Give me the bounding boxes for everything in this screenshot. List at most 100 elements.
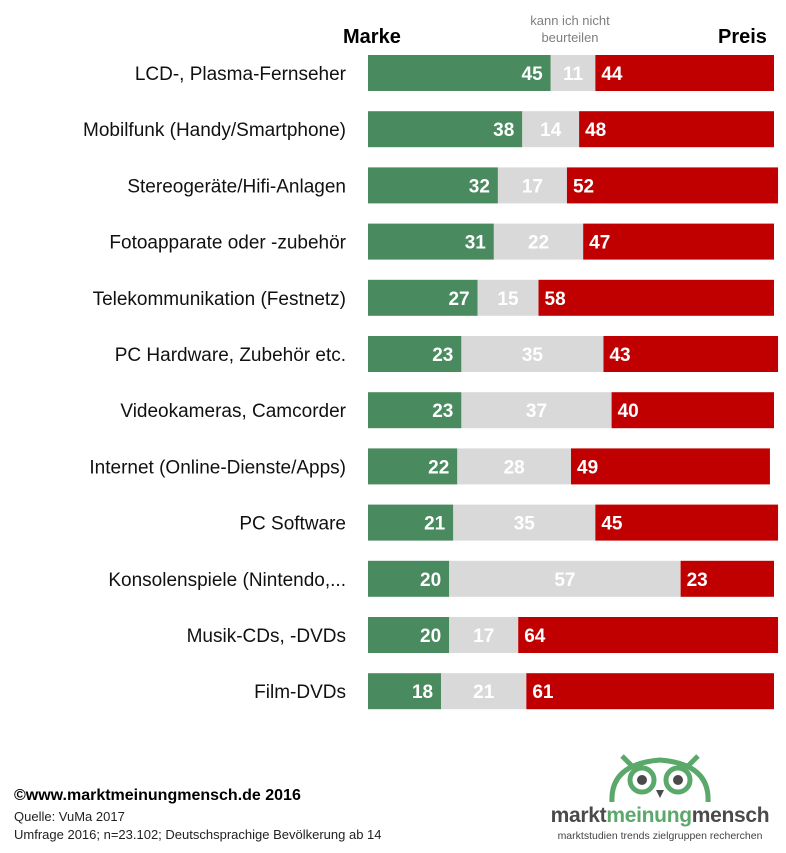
data-label-marke: 23 (432, 401, 453, 422)
stacked-bar-chart: LCD-, Plasma-Fernseher 45 11 44 Mobilfunk (H… (83, 55, 779, 710)
bar-segment-unsure (449, 560, 681, 597)
category-label: Mobilfunk (Handy/Smartphone) (83, 120, 346, 141)
bar-segment-preis (579, 111, 774, 148)
data-label-preis: 47 (589, 233, 610, 254)
header-middle-line2: beurteilen (541, 30, 599, 45)
bar-segment-unsure (477, 279, 539, 316)
bar-segment-preis (680, 560, 774, 597)
header-middle-line1: kann ich nicht (530, 13, 610, 28)
data-label-preis: 45 (601, 514, 623, 535)
data-label-preis: 52 (573, 176, 594, 197)
bar-segment-marke (368, 55, 551, 91)
bar-segment-preis (518, 617, 779, 653)
logo: marktmeinungmensch marktstudien trends z… (540, 752, 780, 848)
bar-segment-marke (368, 560, 450, 597)
logo-tagline: marktstudien trends zielgruppen recherch… (557, 830, 763, 842)
footer-copyright: ©www.marktmeinungmensch.de 2016 (14, 787, 301, 804)
footer-source: Quelle: VuMa 2017 (14, 809, 125, 824)
data-label-unsure: 35 (522, 345, 544, 366)
bar-segment-preis (603, 336, 779, 372)
bar-segment-preis (571, 448, 770, 485)
bar-segment-marke (368, 279, 478, 316)
category-label: Musik-CDs, -DVDs (187, 626, 346, 647)
bar-segment-marke (368, 448, 458, 485)
data-label-marke: 20 (420, 626, 441, 647)
bar-segment-unsure (497, 167, 567, 204)
category-label: Konsolenspiele (Nintendo,... (108, 570, 346, 591)
category-label: LCD-, Plasma-Fernseher (135, 64, 347, 85)
bar-segment-unsure (550, 55, 596, 91)
bar-segment-preis (595, 504, 779, 541)
category-label: Film-DVDs (254, 682, 346, 703)
data-label-preis: 40 (618, 401, 639, 422)
data-label-preis: 64 (524, 626, 546, 647)
data-label-unsure: 28 (504, 457, 525, 478)
data-label-marke: 31 (465, 233, 487, 254)
data-label-unsure: 35 (514, 514, 536, 535)
data-label-preis: 23 (687, 570, 708, 591)
bar-segment-marke (368, 336, 462, 372)
data-label-unsure: 15 (497, 289, 519, 310)
logo-wordmark: marktmeinungmensch (540, 804, 780, 828)
logo-word-meinung: meinung (606, 804, 692, 827)
owl-logo-icon (609, 754, 711, 803)
logo-word-mensch: mensch (691, 804, 770, 827)
data-label-preis: 43 (609, 345, 630, 366)
category-label: PC Software (239, 514, 346, 535)
bar-segment-unsure (461, 336, 604, 372)
logo-word-markt: markt (550, 804, 607, 827)
bar-segment-marke (368, 617, 450, 653)
bar-segment-unsure (457, 448, 571, 485)
bar-segment-unsure (493, 223, 584, 260)
data-label-preis: 48 (585, 120, 606, 141)
category-label: PC Hardware, Zubehör etc. (115, 345, 346, 366)
bar-segment-marke (368, 673, 442, 710)
data-label-unsure: 37 (526, 401, 547, 422)
category-label: Fotoapparate oder -zubehör (109, 233, 346, 254)
bar-segment-preis (526, 673, 774, 710)
bar-segment-unsure (449, 617, 519, 653)
bar-segment-marke (368, 111, 523, 148)
bar-segment-unsure (453, 504, 596, 541)
data-label-marke: 23 (432, 345, 453, 366)
header-marke: Marke (343, 26, 401, 48)
bar-segment-marke (368, 167, 498, 204)
data-label-unsure: 57 (554, 570, 575, 591)
data-label-marke: 22 (428, 457, 449, 478)
data-label-marke: 20 (420, 570, 441, 591)
data-label-unsure: 17 (522, 176, 543, 197)
data-label-unsure: 17 (473, 626, 494, 647)
bar-segment-unsure (461, 392, 612, 429)
data-label-preis: 49 (577, 457, 598, 478)
data-label-marke: 27 (448, 289, 469, 310)
footer-survey: Umfrage 2016; n=23.102; Deutschsprachige… (14, 827, 382, 842)
header-preis: Preis (718, 26, 767, 48)
bar-segment-preis (566, 167, 779, 204)
bar-segment-preis (611, 392, 774, 429)
data-label-unsure: 21 (473, 682, 495, 703)
bar-segment-preis (538, 279, 774, 316)
data-label-unsure: 14 (540, 120, 562, 141)
bar-segment-preis (583, 223, 774, 260)
bar-segment-marke (368, 504, 454, 541)
bar-segment-marke (368, 223, 494, 260)
category-label: Stereogeräte/Hifi-Anlagen (127, 176, 346, 197)
data-label-unsure: 11 (563, 64, 584, 85)
bar-segment-unsure (522, 111, 580, 148)
data-label-marke: 32 (469, 176, 490, 197)
data-label-preis: 44 (601, 64, 623, 85)
data-label-marke: 38 (493, 120, 514, 141)
data-label-unsure: 22 (528, 233, 549, 254)
data-label-marke: 18 (412, 682, 433, 703)
data-label-marke: 21 (424, 514, 446, 535)
data-label-marke: 45 (522, 64, 544, 85)
bar-segment-marke (368, 392, 462, 429)
category-label: Videokameras, Camcorder (120, 401, 346, 422)
data-label-preis: 61 (532, 682, 554, 703)
category-label: Telekommunikation (Festnetz) (93, 289, 346, 310)
header-kann-nicht-beurteilen: kann ich nicht beurteilen (508, 12, 632, 46)
category-label: Internet (Online-Dienste/Apps) (89, 457, 346, 478)
data-label-preis: 58 (545, 289, 566, 310)
bar-segment-unsure (441, 673, 527, 710)
bar-segment-preis (595, 55, 774, 91)
